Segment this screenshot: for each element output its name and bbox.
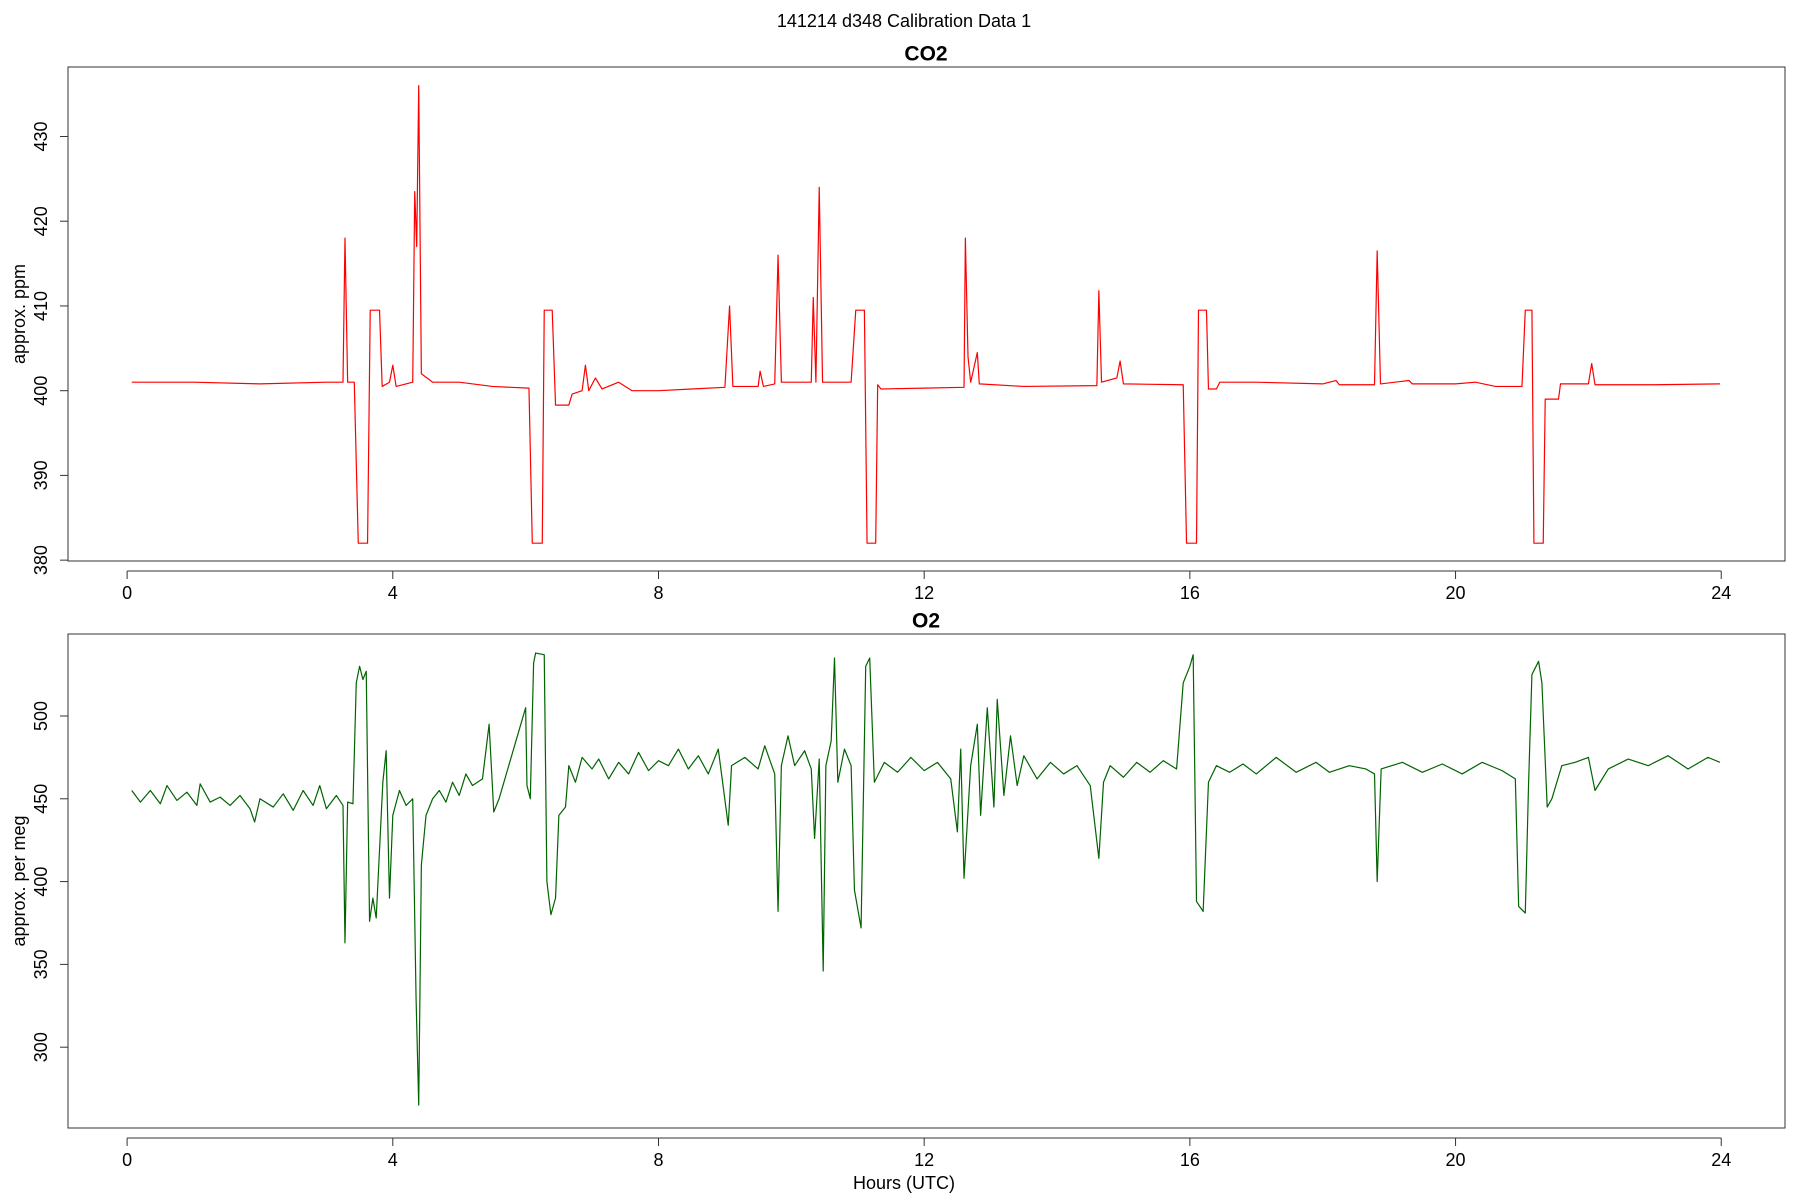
y-tick-label: 380 xyxy=(31,545,51,575)
x-tick-label: 0 xyxy=(122,1150,132,1170)
y-axis-label: approx. ppm xyxy=(9,264,29,364)
x-tick-label: 24 xyxy=(1711,1150,1731,1170)
y-axis-label: approx. per meg xyxy=(9,815,29,946)
x-tick-label: 4 xyxy=(388,583,398,603)
panel-title: CO2 xyxy=(904,43,947,66)
y-tick-label: 350 xyxy=(31,949,51,979)
x-tick-label: 24 xyxy=(1711,583,1731,603)
x-tick-label: 16 xyxy=(1180,1150,1200,1170)
x-tick-label: 20 xyxy=(1446,1150,1466,1170)
panel-title: O2 xyxy=(912,610,940,633)
y-tick-label: 430 xyxy=(31,121,51,151)
data-line xyxy=(131,85,1720,544)
y-tick-label: 500 xyxy=(31,701,51,731)
x-tick-label: 8 xyxy=(653,583,663,603)
y-tick-label: 400 xyxy=(31,376,51,406)
y-tick-label: 400 xyxy=(31,867,51,897)
x-tick-label: 12 xyxy=(914,1150,934,1170)
y-tick-label: 410 xyxy=(31,291,51,321)
x-tick-label: 16 xyxy=(1180,583,1200,603)
x-axis-label: Hours (UTC) xyxy=(853,1173,955,1193)
x-tick-label: 8 xyxy=(653,1150,663,1170)
x-tick-label: 0 xyxy=(122,583,132,603)
y-tick-label: 300 xyxy=(31,1032,51,1062)
y-tick-label: 450 xyxy=(31,784,51,814)
x-tick-label: 20 xyxy=(1446,583,1466,603)
x-tick-label: 12 xyxy=(914,583,934,603)
y-tick-label: 390 xyxy=(31,460,51,490)
x-tick-label: 4 xyxy=(388,1150,398,1170)
figure-title: 141214 d348 Calibration Data 1 xyxy=(777,11,1031,31)
y-tick-label: 420 xyxy=(31,206,51,236)
data-line xyxy=(131,652,1721,1106)
